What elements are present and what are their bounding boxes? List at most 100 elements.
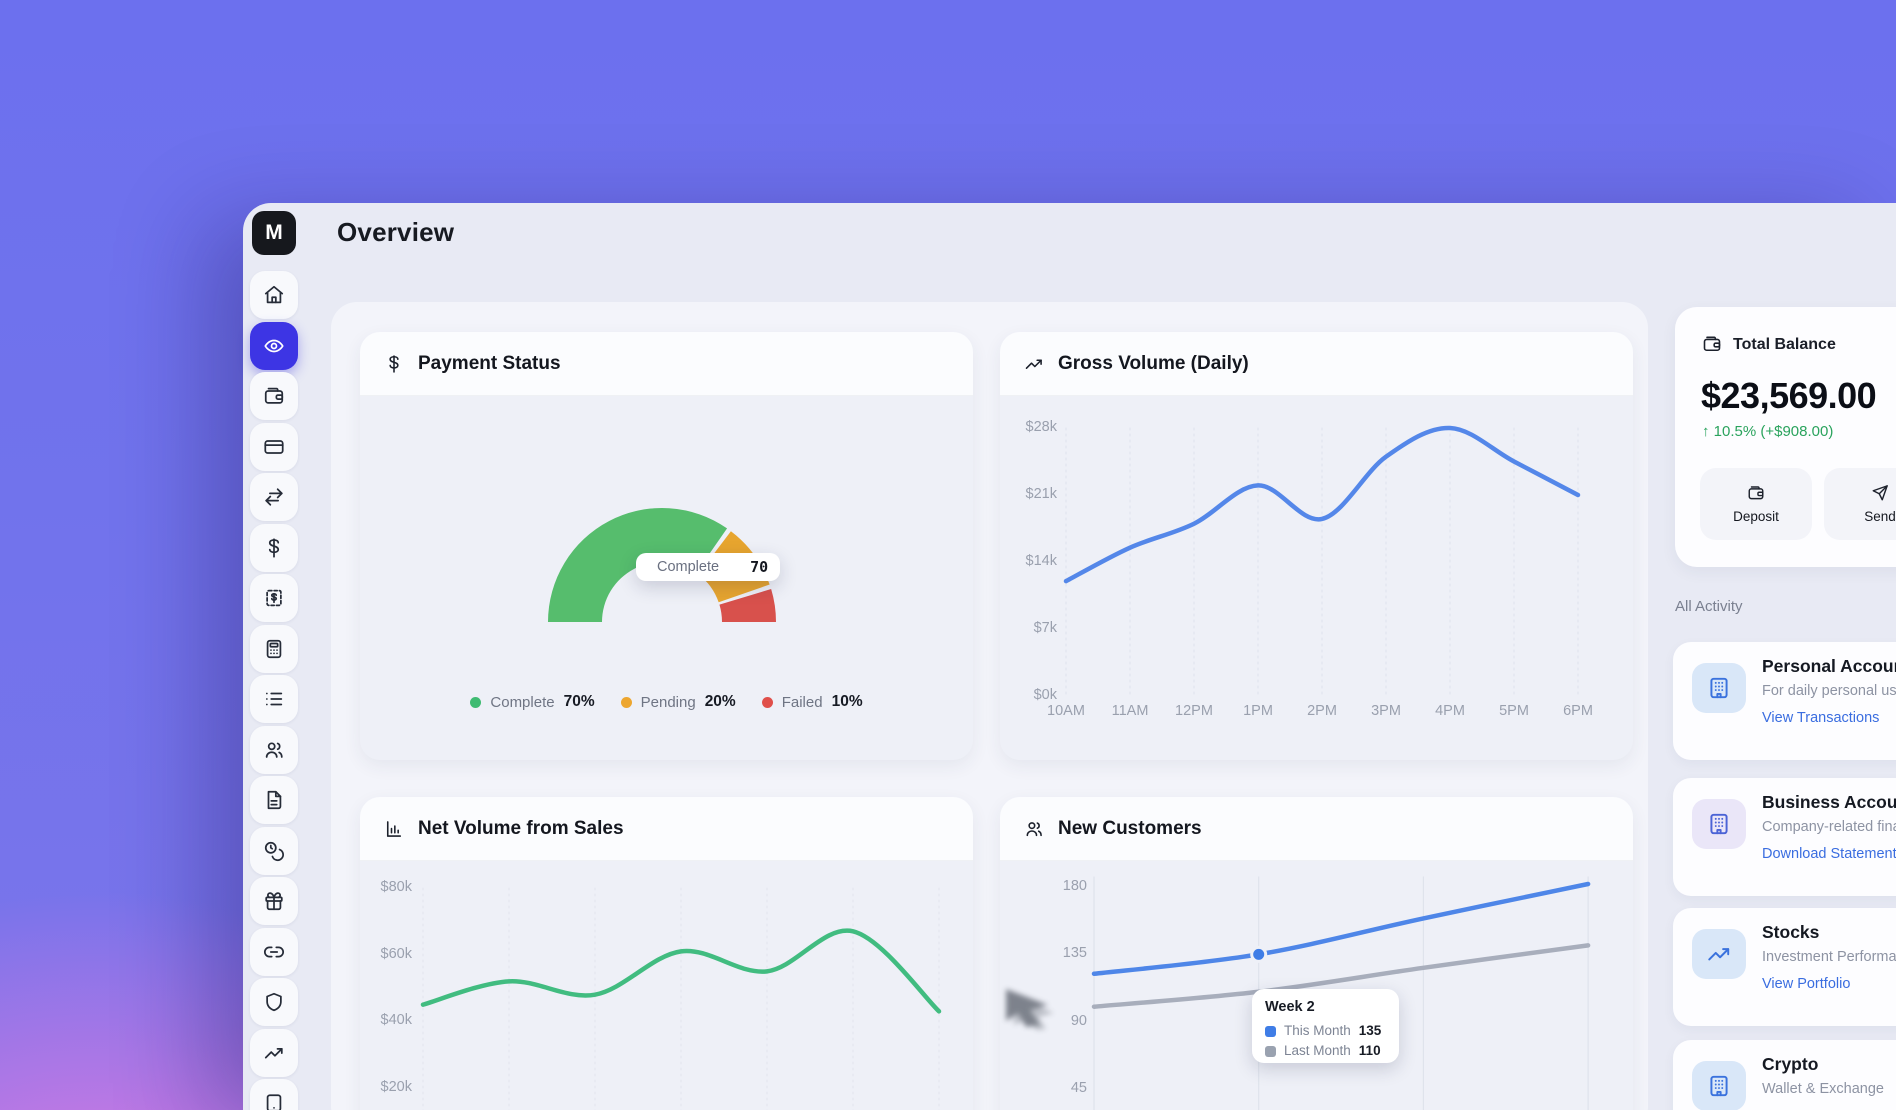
activity-item-personal-account[interactable]: Personal Account For daily personal use …	[1673, 642, 1896, 760]
highlighted-data-point[interactable]	[1250, 945, 1268, 963]
y-tick-label: $28k	[1025, 419, 1057, 435]
deposit-button-label: Deposit	[1733, 509, 1779, 524]
x-tick-label: 2PM	[1307, 703, 1337, 719]
activity-item-business-account[interactable]: Business Account Company-related finance…	[1673, 778, 1896, 896]
legend-label: Pending	[640, 693, 696, 711]
activity-item-link[interactable]: Download Statements	[1762, 846, 1896, 862]
y-tick-label: $40k	[380, 1012, 412, 1029]
cursor-motion-blur	[1006, 989, 1054, 1030]
activity-item-title: Business Account	[1762, 792, 1896, 812]
sidebar-item-dollar-sign[interactable]	[250, 523, 298, 572]
sidebar-item-link[interactable]	[250, 927, 298, 976]
users-icon	[1024, 819, 1044, 839]
total-balance-card: Total Balance $23,569.00 ↑ 10.5% (+$908.…	[1675, 307, 1896, 567]
x-tick-label: 10AM	[1047, 703, 1085, 719]
gross-volume-card-header: Gross Volume (Daily)	[1000, 332, 1633, 396]
x-tick-label: 6PM	[1563, 703, 1593, 719]
tooltip-title: Week 2	[1265, 999, 1315, 1015]
y-tick-label: $7k	[1033, 620, 1057, 636]
legend-value: 70%	[563, 693, 595, 710]
credit-card-icon	[263, 436, 285, 458]
activity-item-icon-tile	[1692, 663, 1746, 713]
activity-item-subtitle: Investment Performance	[1762, 949, 1896, 965]
users-icon	[263, 739, 285, 761]
sidebar-item-shield[interactable]	[250, 978, 298, 1026]
activity-item-icon-tile	[1692, 929, 1746, 979]
y-tick-label: $14k	[1025, 553, 1057, 569]
activity-item-subtitle: For daily personal use	[1762, 683, 1896, 699]
app-logo: M	[252, 211, 296, 255]
sidebar-item-users[interactable]	[250, 725, 298, 774]
dollar-sign-icon	[263, 537, 285, 559]
sidebar-item-calculator[interactable]	[250, 624, 298, 673]
gauge-tooltip: Complete 70	[636, 553, 780, 581]
tooltip-value: 135	[1358, 1023, 1382, 1038]
new-customers-card-header: New Customers	[1000, 797, 1633, 861]
page-title: Overview	[337, 217, 455, 247]
sidebar-item-file-text[interactable]	[250, 776, 298, 824]
sidebar-item-eye[interactable]	[250, 321, 298, 370]
sidebar-item-home[interactable]	[250, 271, 298, 319]
file-text-icon	[263, 789, 285, 811]
net-volume-card: Net Volume from Sales $80k $60k $40k $20k	[360, 797, 973, 1110]
sidebar-item-gift[interactable]	[250, 877, 298, 925]
trending-up-icon	[1024, 354, 1044, 374]
gift-icon	[263, 890, 285, 912]
activity-item-title: Personal Account	[1762, 656, 1896, 676]
legend-item: Failed 10%	[761, 693, 863, 711]
tooltip-label: Complete	[657, 559, 720, 575]
activity-item-title: Stocks	[1762, 922, 1820, 942]
activity-item-subtitle: Company-related finances	[1762, 819, 1896, 835]
activity-item-link[interactable]: View Portfolio	[1762, 976, 1851, 992]
sidebar-item-coins[interactable]	[250, 826, 298, 875]
x-tick-label: 5PM	[1499, 703, 1529, 719]
y-tick-label: $20k	[380, 1079, 412, 1095]
activity-item-crypto[interactable]: Crypto Wallet & Exchange	[1673, 1040, 1896, 1110]
tooltip-swatch	[1265, 1025, 1276, 1037]
activity-item-icon-tile	[1692, 1061, 1746, 1110]
net-volume-line-chart[interactable]: $80k $60k $40k $20k	[360, 861, 973, 1110]
list-icon	[263, 688, 285, 710]
sidebar-item-wallet[interactable]	[250, 372, 298, 420]
legend-value: 10%	[831, 693, 863, 710]
y-tick-label: $0k	[1033, 687, 1057, 703]
receipt-icon	[263, 587, 285, 609]
gauge-slice-failed	[719, 589, 776, 622]
new-customers-line-chart[interactable]: 180 135 90 45	[1000, 861, 1633, 1110]
send-button[interactable]: Send	[1824, 468, 1896, 540]
tooltip-label: This Month	[1284, 1023, 1351, 1038]
tooltip-value: 110	[1358, 1043, 1381, 1058]
dollar-sign-icon	[384, 354, 404, 374]
tooltip-swatch	[1265, 1045, 1276, 1057]
card-title: Gross Volume (Daily)	[1058, 352, 1249, 374]
eye-icon	[263, 335, 285, 357]
line-chart-tooltip: Week 2 This Month 135 Last Month 110	[1252, 989, 1399, 1063]
activity-item-stocks[interactable]: Stocks Investment Performance View Portf…	[1673, 908, 1896, 1026]
legend-dot	[470, 696, 482, 708]
deposit-button[interactable]: Deposit	[1700, 468, 1812, 540]
wallet-icon	[1747, 484, 1765, 502]
card-title: Net Volume from Sales	[418, 817, 624, 839]
x-tick-label: 4PM	[1435, 703, 1465, 719]
sidebar-item-list[interactable]	[250, 675, 298, 723]
sidebar-item-trending-up[interactable]	[250, 1028, 298, 1077]
activity-item-link[interactable]: View Transactions	[1762, 710, 1880, 726]
x-tick-label: 12PM	[1175, 703, 1213, 719]
calculator-icon	[263, 638, 285, 660]
gross-volume-card: Gross Volume (Daily) $28k $21k $14k $7k $0k 1…	[1000, 332, 1633, 760]
card-title: New Customers	[1058, 817, 1202, 839]
legend-dot	[620, 696, 632, 708]
sidebar-item-receipt[interactable]	[250, 574, 298, 622]
wallet-icon	[1702, 334, 1722, 354]
tooltip-value: 70	[750, 558, 769, 576]
net-volume-card-header: Net Volume from Sales	[360, 797, 973, 861]
sidebar-item-credit-card[interactable]	[250, 422, 298, 471]
sidebar-item-device[interactable]	[250, 1079, 298, 1110]
gross-volume-line-chart[interactable]: $28k $21k $14k $7k $0k 10AM 11AM 12PM 1PM 2PM 3PM 4…	[1000, 396, 1633, 760]
legend-item: Pending 20%	[620, 693, 736, 711]
building-icon	[1706, 1073, 1732, 1099]
sidebar-item-arrows-left-right[interactable]	[250, 473, 298, 521]
x-tick-label: 1PM	[1243, 703, 1273, 719]
y-tick-label: 180	[1062, 878, 1087, 894]
